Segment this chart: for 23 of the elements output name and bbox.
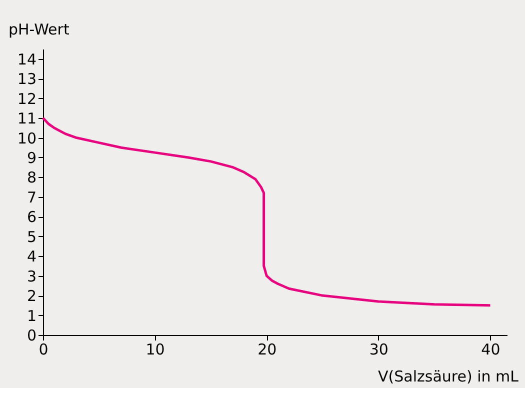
line-series xyxy=(42,116,492,307)
y-tick-label: 0 xyxy=(26,326,36,344)
y-tick-label: 13 xyxy=(17,70,36,88)
x-tick-label: 10 xyxy=(146,340,165,358)
y-tick-label: 4 xyxy=(26,248,36,266)
y-tick-label: 11 xyxy=(17,110,36,128)
y-tick-label: 9 xyxy=(26,148,36,167)
x-tick-label: 30 xyxy=(369,340,388,358)
y-axis-title: pH-Wert xyxy=(8,20,70,38)
y-tick-label: 2 xyxy=(26,287,36,306)
y-tick-label: 3 xyxy=(26,267,36,286)
y-tick-label: 10 xyxy=(17,129,36,148)
x-tick-label: 20 xyxy=(258,340,277,358)
y-tick-label: 14 xyxy=(17,50,36,68)
y-tick-label: 12 xyxy=(17,90,36,108)
x-axis-title: V(Salzsäure) in mL xyxy=(378,368,520,386)
y-tick-label: 6 xyxy=(26,208,36,226)
y-tick-label: 7 xyxy=(26,188,36,206)
y-tick-label: 5 xyxy=(26,228,36,246)
x-tick-label: 0 xyxy=(38,340,48,358)
y-tick-label: 8 xyxy=(26,168,36,187)
y-tick-label: 1 xyxy=(26,306,36,325)
x-tick-label: 40 xyxy=(481,340,500,358)
